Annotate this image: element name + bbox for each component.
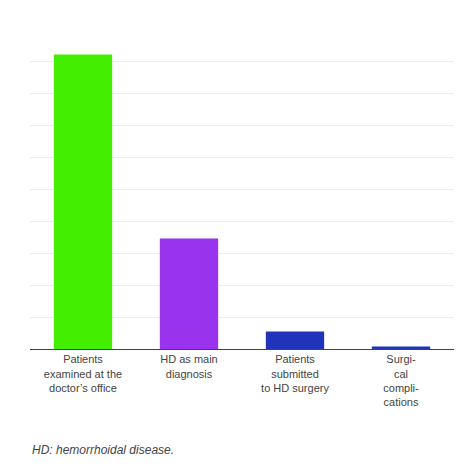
svg-text:HD: hemorrhoidal disease.: HD: hemorrhoidal disease. bbox=[32, 443, 174, 457]
svg-text:Patientsexamined at thedoctor’: Patientsexamined at thedoctor’s office bbox=[44, 353, 122, 394]
svg-text:Surgi-calcompli-cations: Surgi-calcompli-cations bbox=[383, 353, 419, 408]
svg-text:Patientssubmittedto HD surgery: Patientssubmittedto HD surgery bbox=[261, 353, 329, 394]
svg-text:HD as maindiagnosis: HD as maindiagnosis bbox=[160, 353, 217, 379]
